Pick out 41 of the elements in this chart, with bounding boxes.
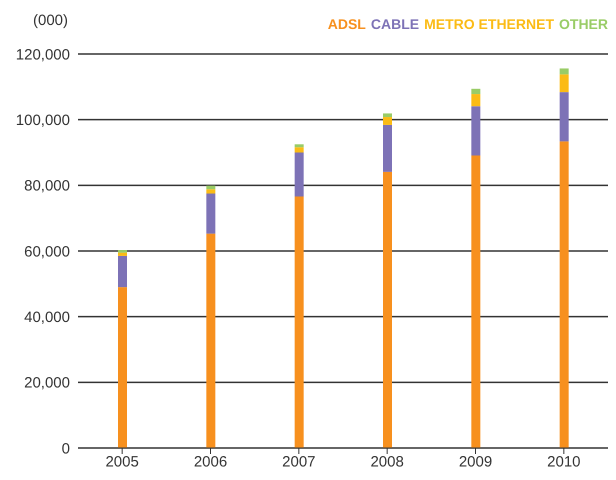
x-tick-label: 2009 [458,454,492,471]
y-tick-label: 60,000 [24,243,70,260]
x-tick-label: 2007 [282,454,316,471]
text: METRO ETHERNET [424,16,554,32]
bar [383,113,392,118]
bar [471,94,480,106]
bar [560,92,569,142]
bar [206,186,216,190]
y-tick-label: 100,000 [16,112,70,129]
x-tick-label: 2006 [194,454,228,471]
bar [294,196,304,448]
y-axis-title: (000) [33,12,68,29]
bar [471,106,480,156]
y-tick-label: 80,000 [24,178,70,195]
bar [560,74,569,92]
bar [383,124,392,172]
bar [560,141,569,448]
bar [118,256,127,288]
text: ADSL [328,16,366,32]
bar [471,155,480,448]
y-tick-label: 120,000 [16,46,70,64]
y-tick-label: 40,000 [24,308,70,326]
x-tick-label: 2008 [370,454,404,471]
y-tick-label: 20,000 [24,374,70,392]
bar [294,152,304,196]
text: OTHER [559,16,608,32]
y-tick-label: 0 [62,440,70,458]
bar [118,250,127,253]
bar [118,287,127,448]
x-tick-label: 2005 [105,454,139,471]
bar [206,189,216,194]
text: CABLE [370,16,420,32]
bar [118,252,127,256]
bar [383,172,392,448]
bar [206,194,216,234]
bar [383,117,392,125]
bar [471,88,480,94]
x-tick-label: 2010 [547,454,581,471]
bar [294,147,304,152]
bar [560,68,569,74]
bar [206,234,216,448]
